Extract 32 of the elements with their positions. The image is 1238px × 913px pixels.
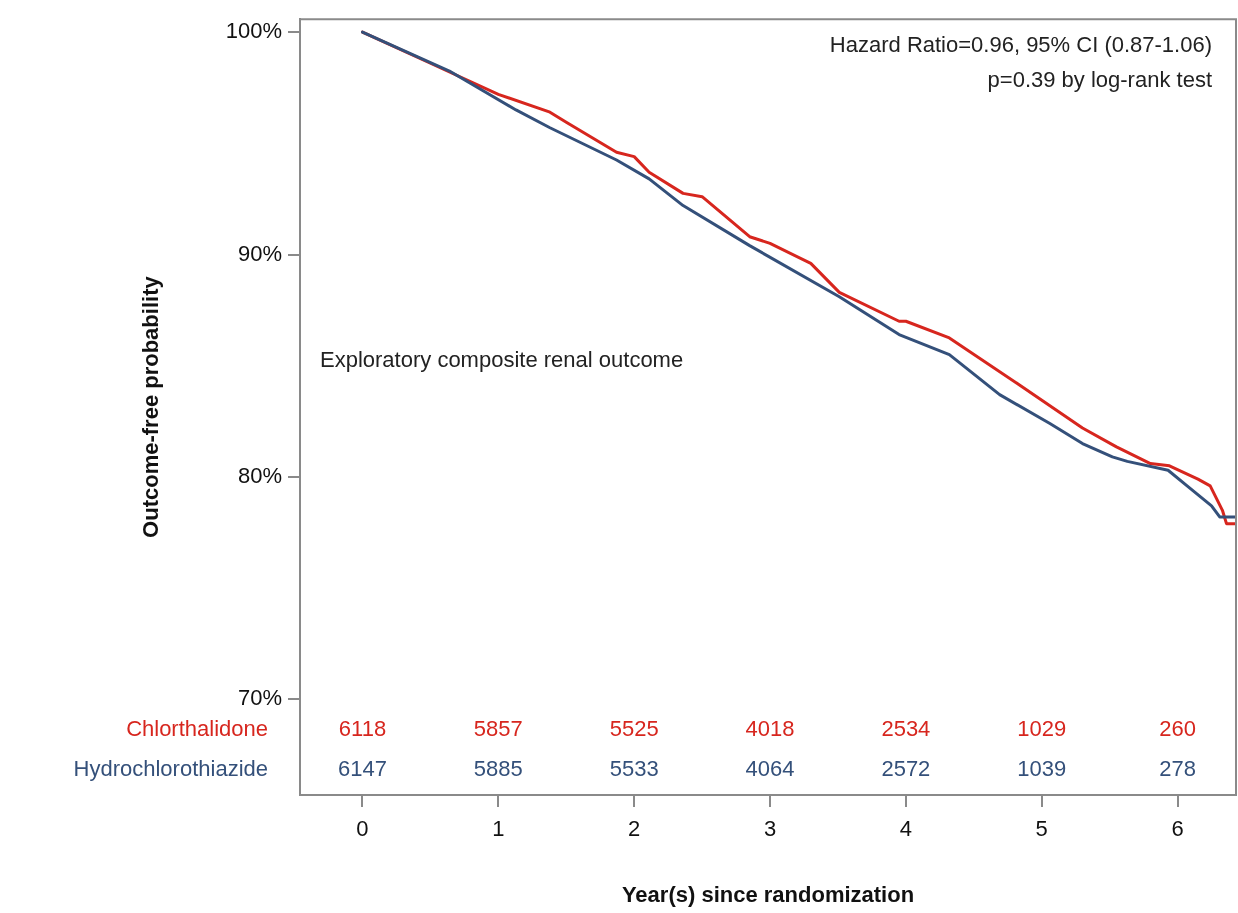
x-tick-label: 4 xyxy=(899,816,913,842)
annotation: 260 xyxy=(1159,716,1196,742)
annotation: 5533 xyxy=(609,756,659,782)
y-tick-label: 80% xyxy=(237,463,282,488)
annotation: 5857 xyxy=(473,716,523,742)
y-tick-label: 100% xyxy=(225,18,282,44)
y-axis-title: Outcome-free probability xyxy=(138,275,164,538)
x-tick-label: 1 xyxy=(492,816,505,842)
annotation: 5885 xyxy=(473,756,523,782)
text: Chlorthalidone xyxy=(126,716,268,742)
x-tick-label: 2 xyxy=(628,816,641,842)
annotation: 1029 xyxy=(1017,716,1067,742)
annotation: 6147 xyxy=(338,756,387,782)
annotation: p=0.39 by log-rank test xyxy=(987,67,1212,93)
annotation: 1039 xyxy=(1017,756,1067,782)
text: Hydrochlorothiazide xyxy=(73,756,268,782)
annotation: 2534 xyxy=(881,716,931,742)
annotation: 278 xyxy=(1159,756,1196,782)
y-tick-label: 70% xyxy=(237,685,282,711)
text: Exploratory composite renal outcome xyxy=(320,347,684,373)
annotation: 4064 xyxy=(745,756,795,782)
x-tick-label: 5 xyxy=(1035,816,1048,842)
annotation: 2572 xyxy=(881,756,931,782)
y-tick-label: 90% xyxy=(237,240,282,266)
annotation: 5525 xyxy=(609,716,659,742)
annotation: 4018 xyxy=(745,716,795,742)
annotation: 6118 xyxy=(338,716,387,742)
x-tick-label: 0 xyxy=(356,816,369,842)
annotation: Hazard Ratio=0.96, 95% CI (0.87-1.06) xyxy=(829,32,1212,58)
x-axis-title: Year(s) since randomization xyxy=(621,881,915,907)
x-tick-label: 6 xyxy=(1171,816,1184,842)
x-tick-label: 3 xyxy=(763,816,777,842)
